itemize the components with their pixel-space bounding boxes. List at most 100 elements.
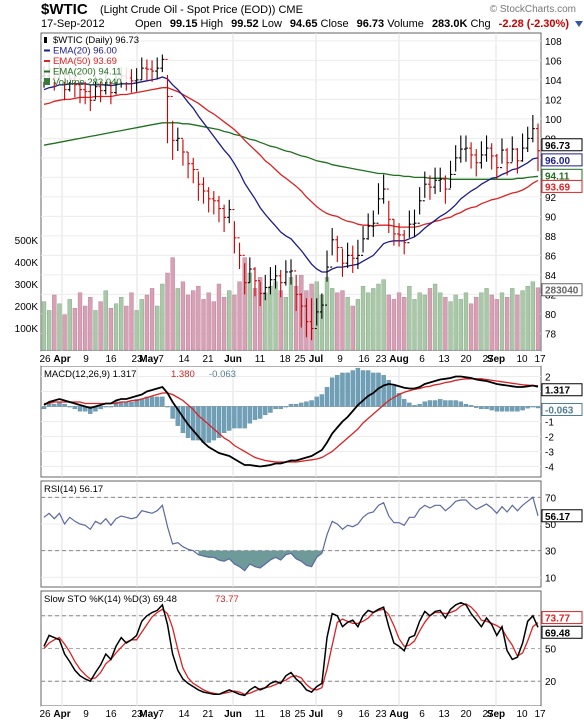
macd-histogram-bar (211, 406, 217, 441)
top-x-tick-label: 6 (419, 354, 425, 365)
volume-bar (67, 299, 72, 351)
volume-bar (386, 294, 391, 351)
rsi-panel-frame (40, 480, 542, 588)
macd-histogram-bar (72, 406, 78, 410)
ohlc-bar (458, 135, 463, 163)
high-value: 99.52 (231, 18, 259, 30)
macd-y-tick-label: -4 (545, 463, 554, 474)
macd-histogram-bar (299, 402, 304, 407)
volume-bar (221, 297, 227, 351)
legend-ohlc-icon (44, 37, 47, 43)
macd-histogram-bar (98, 406, 103, 410)
rsi-legend-label: RSI(14) 56.17 (44, 484, 103, 495)
volume-bar (113, 303, 119, 351)
volume-bar (160, 283, 165, 351)
ohlc-bar (525, 126, 530, 153)
symbol-title: $WTIC (41, 1, 88, 18)
bottom-x-tick-label: 26 (39, 709, 51, 720)
bottom-x-axis-bg (41, 706, 541, 722)
ohlc-bar (345, 242, 350, 269)
rsi-y-tick-label: 30 (545, 547, 557, 558)
ohlc-bar (196, 169, 201, 201)
price-y-tick-label: 102 (545, 95, 562, 106)
ohlc-bar (206, 187, 211, 213)
ohlc-bar (180, 137, 185, 166)
ohlc-bar (443, 175, 448, 204)
ohlc-bar (350, 245, 355, 273)
high-label: High (200, 18, 224, 30)
top-x-tick-label: 16 (358, 354, 370, 365)
macd-histogram-bar (252, 406, 258, 420)
macd-histogram-bar (324, 387, 330, 407)
macd-histogram-bar (67, 406, 72, 408)
macd-histogram-bar (335, 375, 340, 407)
ohlc-bar (165, 58, 170, 144)
volume-bar (360, 286, 366, 351)
volume-bar (247, 272, 252, 351)
volume-bar (520, 290, 525, 351)
macd-histogram-bar (237, 406, 242, 429)
ohlc-bar (88, 84, 93, 112)
macd-histogram-bar (438, 399, 443, 407)
price-y-tick-label: 100 (545, 115, 562, 126)
volume-bar (391, 299, 397, 351)
macd-histogram-bar (216, 406, 222, 438)
top-x-tick-label: 10 (516, 354, 528, 365)
volume-bar (330, 288, 335, 351)
macd-histogram-bar (530, 406, 536, 408)
rsi-y-tick-label: 70 (545, 493, 557, 504)
volume-bar (185, 294, 191, 351)
volume-bar (530, 281, 536, 351)
volume-bar (72, 308, 78, 351)
volume-bar (57, 303, 62, 351)
volume-bar (453, 294, 458, 351)
macd-histogram-bar (515, 406, 520, 412)
volume-bar (499, 292, 505, 351)
volume-bar (510, 288, 515, 351)
macd-y-tick-label: -2 (545, 433, 554, 444)
ohlc-bar (438, 167, 443, 192)
ohlc-bar (242, 254, 247, 295)
macd-hist-legend: -0.063 (209, 369, 236, 380)
volume-bar (237, 281, 242, 351)
macd-histogram-bar (535, 406, 541, 409)
volume-bar (52, 294, 57, 351)
sto-d-value-tag: 73.77 (545, 614, 570, 625)
volume-bar (170, 257, 175, 351)
top-x-tick-label: 9 (337, 354, 343, 365)
ohlc-bar (469, 142, 474, 169)
ohlc-bar (268, 267, 273, 295)
macd-histogram-bar (412, 405, 417, 407)
bottom-x-tick-label: 10 (516, 709, 528, 720)
sto-y-tick-label: 20 (545, 677, 557, 688)
ohlc-bar (299, 293, 304, 328)
legend-volume: Volume 283,040 (53, 77, 122, 88)
rsi-oversold-fill (198, 550, 322, 571)
bottom-x-tick-label: 27 (482, 709, 494, 720)
volume-bar (463, 292, 469, 351)
ohlc-bar (201, 177, 206, 204)
ohlc-bar (330, 228, 335, 268)
ohlc-bar (314, 298, 319, 330)
ohlc-bar (366, 213, 371, 240)
macd-histogram-bar (504, 406, 510, 412)
rsi-line (43, 496, 539, 572)
bottom-x-tick-label: 16 (358, 709, 370, 720)
macd-histogram-bar (365, 370, 371, 407)
volume-bar (252, 288, 258, 351)
price-y-tick-label: 108 (545, 37, 562, 48)
ohlc-bar (453, 145, 458, 175)
ema200-value-tag: 94.11 (545, 171, 570, 182)
macd-histogram-bar (463, 403, 469, 407)
macd-histogram-bar (242, 406, 247, 429)
ohlc-bar (515, 148, 520, 174)
chevron-down-icon[interactable] (575, 21, 584, 28)
volume-bar (535, 287, 541, 351)
top-x-tick-label: May (139, 354, 159, 365)
volume-bar (376, 283, 381, 351)
macd-histogram-bar (401, 399, 407, 407)
chg-value: -2.28 (-2.30%) (498, 18, 569, 30)
ohlc-bar (499, 138, 504, 169)
volume-bar (98, 301, 103, 351)
